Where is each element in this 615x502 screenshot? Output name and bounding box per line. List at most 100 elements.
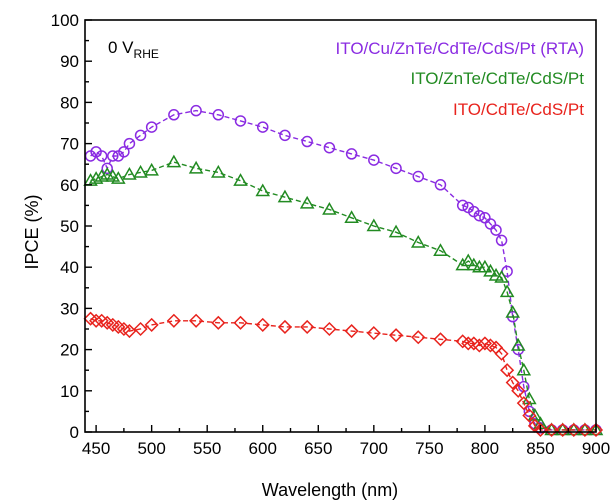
data-point [522,408,537,423]
data-point [300,319,315,335]
data-point [188,160,204,174]
data-point [144,317,159,332]
data-point [472,338,487,353]
data-point [88,171,104,184]
x-axis-title: Wavelength (nm) [262,480,398,500]
data-point [390,162,402,175]
data-point [516,362,532,376]
data-point [145,121,158,133]
y-tick-label: 10 [60,382,79,401]
data-point [473,209,486,222]
data-point [577,422,593,436]
x-tick-label: 750 [415,439,443,458]
data-point [411,330,426,345]
data-point [299,195,315,209]
data-point [234,115,247,127]
data-point [494,346,509,361]
data-point [83,311,98,326]
data-point [433,243,448,256]
x-tick-label: 500 [137,439,165,458]
series-2 [83,311,604,438]
x-tick-label: 900 [582,439,610,458]
data-point [107,150,119,162]
data-point [588,422,604,436]
data-point [505,305,520,318]
data-point [89,313,104,328]
data-point [277,319,293,335]
data-point [255,183,271,197]
legend-entry-znte: ITO/ZnTe/CdTe/CdS/Pt [410,69,584,88]
data-point [233,315,248,330]
bias-annotation-sub: RHE [134,47,159,61]
data-point [345,148,358,160]
data-point [122,323,137,339]
y-tick-label: 100 [51,11,79,30]
series-1 [83,154,604,436]
data-point [189,313,204,328]
data-point [122,166,137,180]
data-point [101,162,113,175]
data-point [388,224,404,238]
x-tick-label: 850 [526,439,554,458]
data-point [544,422,559,438]
data-point [412,170,425,183]
data-point [505,375,520,390]
data-point [118,146,130,158]
y-tick-label: 80 [60,93,79,112]
x-tick-label: 700 [360,439,388,458]
data-point [323,141,336,154]
data-point [322,202,337,215]
data-point [123,137,136,150]
x-tick-label: 550 [193,439,221,458]
data-point [490,224,502,236]
data-point [577,422,592,438]
data-point [510,337,526,351]
series-layer [83,104,604,438]
data-point [366,326,381,341]
data-point [255,317,270,332]
data-point [344,210,359,224]
data-point [555,422,570,436]
data-point [433,332,448,347]
data-point [460,253,476,267]
legend-entry-rta: ITO/Cu/ZnTe/CdTe/CdS/Pt (RTA) [336,39,584,58]
x-tick-label: 600 [249,439,277,458]
data-point [483,263,498,277]
data-point [190,104,202,117]
data-point [434,179,447,191]
data-point [455,257,470,271]
data-point [516,396,531,411]
y-tick-label: 50 [60,217,79,236]
data-point [301,135,313,148]
series-0 [84,104,602,436]
data-point [212,109,225,121]
series-line [90,109,596,431]
series-line [90,161,596,431]
data-point [566,422,582,436]
data-point [322,321,337,337]
y-tick-label: 90 [60,52,79,71]
bias-annotation: 0 VRHE [108,38,159,61]
data-point [588,422,604,438]
series-line [90,318,596,431]
data-point [495,234,508,247]
data-point [134,129,147,142]
data-point [499,284,515,298]
data-point [279,129,291,142]
data-point [233,173,248,186]
data-point [95,150,108,162]
bias-annotation-main: 0 V [108,38,134,57]
data-point [166,154,182,168]
data-point [494,269,509,283]
data-point [533,422,548,438]
y-tick-label: 60 [60,176,79,195]
data-point [133,164,148,178]
data-point [94,169,109,182]
y-tick-label: 30 [60,299,79,318]
data-point [168,109,180,121]
x-tick-label: 800 [471,439,499,458]
data-point [166,313,181,328]
data-point [456,199,469,212]
data-point [544,422,559,436]
